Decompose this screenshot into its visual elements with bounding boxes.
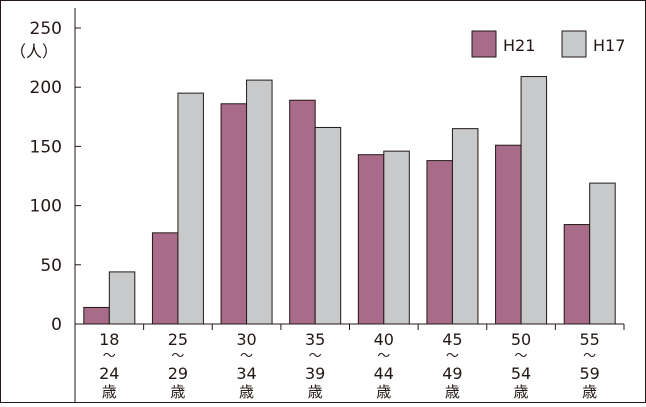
y-unit-label: （人）: [10, 42, 58, 61]
bar-h21-55: [563, 224, 591, 325]
category-sep-30: 〜: [240, 349, 253, 364]
category-suffix-40: 歳: [376, 383, 391, 401]
bar-h17-45: [451, 128, 479, 325]
bar-h17-40: [383, 150, 410, 325]
category-from-55: 55: [580, 330, 600, 349]
category-to-55: 59: [580, 364, 600, 383]
category-sep-35: 〜: [309, 349, 322, 364]
category-sep-45: 〜: [446, 349, 459, 364]
category-to-35: 39: [305, 364, 325, 383]
bar-h17-25: [177, 92, 204, 325]
category-to-18: 24: [99, 364, 119, 383]
legend-label-h17: H17: [593, 36, 625, 55]
bar-h21-35: [289, 99, 316, 325]
bar-h21-25: [151, 232, 179, 325]
category-from-30: 30: [236, 330, 256, 349]
category-sep-55: 〜: [583, 349, 596, 364]
bar-h17-55: [589, 182, 616, 325]
bars-layer: [83, 76, 616, 325]
labels-layer: 050100150200250（人）18〜24歳25〜29歳30〜34歳35〜3…: [10, 19, 600, 401]
legend-label-h21: H21: [503, 36, 535, 55]
category-to-50: 54: [511, 364, 531, 383]
y-tick-label-200: 200: [30, 78, 62, 98]
bar-h21-50: [495, 144, 522, 325]
category-to-25: 29: [168, 364, 188, 383]
category-suffix-18: 歳: [102, 383, 117, 401]
bar-h21-18: [83, 306, 110, 325]
category-sep-50: 〜: [515, 349, 528, 364]
category-suffix-30: 歳: [239, 383, 254, 401]
bar-h21-30: [220, 103, 248, 325]
legend-swatch-h17: [561, 30, 587, 58]
category-suffix-35: 歳: [308, 383, 323, 401]
category-from-25: 25: [168, 330, 188, 349]
bar-h17-30: [246, 79, 273, 325]
category-to-45: 49: [442, 364, 462, 383]
y-tick-label-50: 50: [40, 256, 62, 276]
category-sep-25: 〜: [171, 349, 184, 364]
category-to-30: 34: [236, 364, 256, 383]
category-from-35: 35: [305, 330, 325, 349]
bar-h17-18: [108, 271, 136, 325]
category-to-40: 44: [374, 364, 394, 383]
y-tick-label-100: 100: [30, 197, 62, 217]
y-tick-label-250: 250: [30, 19, 62, 39]
category-from-45: 45: [442, 330, 462, 349]
category-from-50: 50: [511, 330, 531, 349]
y-tick-label-150: 150: [30, 137, 62, 157]
bar-h17-50: [520, 76, 548, 325]
category-from-18: 18: [99, 330, 119, 349]
category-suffix-45: 歳: [445, 383, 460, 401]
bar-h17-35: [314, 126, 342, 325]
legend-swatch-h21: [471, 30, 497, 58]
category-suffix-55: 歳: [582, 383, 597, 401]
legend: H21 H17: [471, 30, 625, 58]
bar-h21-40: [357, 154, 385, 325]
category-suffix-25: 歳: [170, 383, 185, 401]
category-sep-40: 〜: [377, 349, 390, 364]
axes-layer: [74, 8, 625, 403]
category-from-40: 40: [374, 330, 394, 349]
y-tick-label-0: 0: [51, 315, 62, 335]
category-suffix-50: 歳: [514, 383, 529, 401]
bar-h21-45: [426, 160, 453, 325]
category-sep-18: 〜: [103, 349, 116, 364]
